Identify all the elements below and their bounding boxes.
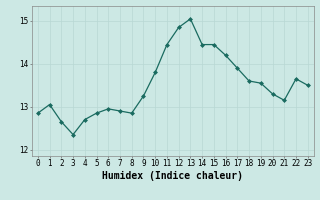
X-axis label: Humidex (Indice chaleur): Humidex (Indice chaleur) [102,171,243,181]
